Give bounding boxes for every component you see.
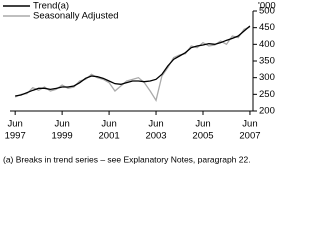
x-tick-year: 2003 — [145, 131, 166, 142]
x-tick-year: 2001 — [99, 131, 120, 142]
y-tick-label: 300 — [259, 72, 275, 83]
footnote: (a) Breaks in trend series – see Explana… — [3, 154, 251, 164]
x-tick-label: Jun — [148, 119, 163, 130]
chart: '000 (a) Breaks in trend series – see Ex… — [3, 1, 276, 164]
y-tick-label: 250 — [259, 89, 275, 100]
series-line — [14, 26, 251, 102]
y-tick-label: 400 — [259, 39, 275, 50]
legend-label: Trend(a) — [33, 1, 69, 12]
x-tick-label: Jun — [54, 119, 69, 130]
y-tick-label: 200 — [259, 106, 275, 117]
x-tick-year: 1999 — [52, 131, 73, 142]
x-tick-label: Jun — [242, 119, 257, 130]
y-tick-label: 350 — [259, 56, 275, 67]
x-tick-label: Jun — [101, 119, 116, 130]
y-tick-label: 450 — [259, 22, 275, 33]
legend-label: Seasonally Adjusted — [33, 11, 119, 22]
x-tick-label: Jun — [8, 119, 23, 130]
y-tick-label: 500 — [259, 6, 275, 17]
x-tick-year: 2005 — [192, 131, 213, 142]
series-line — [15, 25, 251, 97]
x-tick-label: Jun — [195, 119, 210, 130]
x-tick-year: 1997 — [5, 131, 26, 142]
y-unit: '000 — [258, 1, 276, 12]
x-tick-year: 2007 — [239, 131, 260, 142]
